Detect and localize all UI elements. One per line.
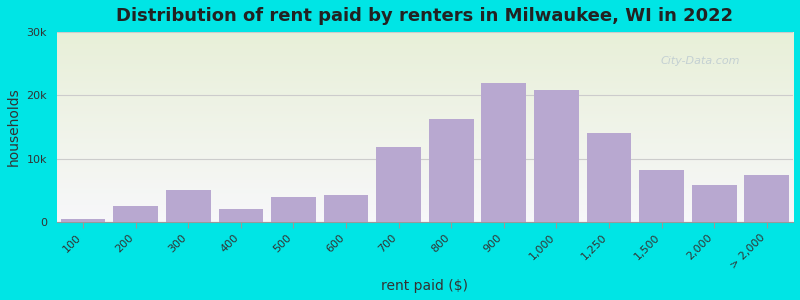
Bar [61,219,106,222]
Bar [745,175,789,222]
Bar [114,206,158,222]
Bar [376,147,421,222]
Bar [271,196,316,222]
Bar [324,195,369,222]
Bar [639,170,684,222]
Bar [482,83,526,222]
Y-axis label: households: households [7,88,21,166]
Bar [218,209,263,222]
X-axis label: rent paid ($): rent paid ($) [382,279,469,293]
Text: City-Data.com: City-Data.com [661,56,740,65]
Title: Distribution of rent paid by renters in Milwaukee, WI in 2022: Distribution of rent paid by renters in … [116,7,734,25]
Bar [692,185,737,222]
Bar [166,190,210,222]
Bar [586,133,631,222]
Bar [429,119,474,222]
Bar [534,90,578,222]
